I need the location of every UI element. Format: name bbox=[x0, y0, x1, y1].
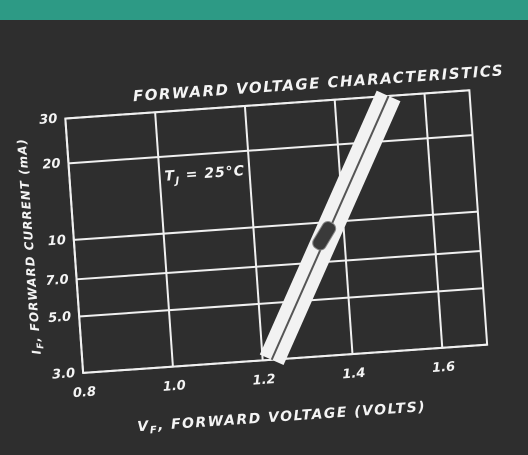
x-tick-label: 1.6 bbox=[432, 359, 456, 376]
annotation: TJ = 25°C bbox=[164, 163, 246, 188]
annotation-symbol: T bbox=[164, 168, 176, 185]
y-tick-label: 30 bbox=[39, 112, 58, 128]
y-tick-label: 10 bbox=[47, 233, 66, 249]
y-tick-label: 7.0 bbox=[45, 272, 69, 289]
x-tick-label: 1.4 bbox=[342, 366, 366, 383]
x-label-symbol: V bbox=[137, 418, 150, 435]
y-label-sub: F bbox=[35, 341, 45, 349]
grid-line bbox=[79, 287, 484, 318]
grid-line bbox=[73, 210, 478, 241]
y-label-symbol: I bbox=[29, 349, 43, 355]
y-tick-label: 5.0 bbox=[48, 310, 72, 327]
grid-line bbox=[243, 105, 264, 361]
grid-line bbox=[154, 112, 174, 367]
top-strip bbox=[0, 0, 528, 20]
grid-line bbox=[423, 93, 444, 348]
x-tick-label: 0.8 bbox=[73, 385, 97, 402]
grid-line bbox=[68, 134, 473, 165]
annotation-sub: J bbox=[173, 176, 180, 187]
x-tick-label: 1.0 bbox=[162, 378, 186, 395]
y-tick-label: 3.0 bbox=[52, 366, 76, 383]
annotation-text: = 25°C bbox=[179, 163, 245, 184]
diode-body bbox=[312, 221, 337, 251]
y-tick-label: 20 bbox=[42, 156, 61, 172]
x-tick-label: 1.2 bbox=[252, 372, 276, 389]
grid-line bbox=[76, 250, 481, 281]
x-label-sub: F bbox=[150, 425, 159, 437]
